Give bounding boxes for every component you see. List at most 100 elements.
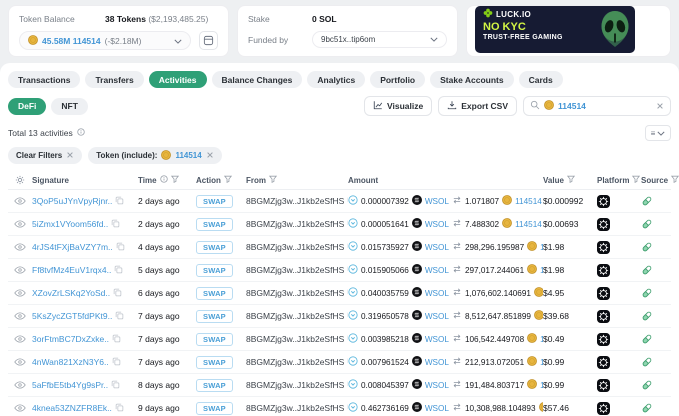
info-icon[interactable] [159, 175, 168, 185]
column-settings-icon[interactable] [8, 175, 32, 185]
signature-link[interactable]: 5iZmx1VYoom56fd.. [32, 219, 109, 229]
source-pill-icon[interactable] [641, 402, 671, 414]
direction-icon[interactable] [348, 379, 358, 391]
swap-badge[interactable]: SWAP [196, 286, 233, 300]
from-address-link[interactable]: 8BGMZjg3w..J1kb2eSfHS [246, 265, 345, 275]
direction-icon[interactable] [348, 402, 358, 414]
copy-icon[interactable] [111, 380, 120, 391]
swap-badge[interactable]: SWAP [196, 309, 233, 323]
close-icon[interactable] [206, 151, 214, 161]
platform-icon[interactable] [597, 309, 641, 323]
close-icon[interactable] [66, 151, 74, 161]
token-select[interactable]: 45.58M 114514 (-$2.18M) [19, 31, 191, 50]
subtab-nft[interactable]: NFT [51, 97, 88, 115]
signature-link[interactable]: 3QoP5uJYnVpyRjnr.. [32, 196, 113, 206]
platform-icon[interactable] [597, 355, 641, 369]
export-csv-button[interactable]: Export CSV [438, 96, 517, 116]
ad-banner[interactable]: LUCK.IO NO KYC TRUST-FREE GAMING [475, 6, 635, 53]
direction-icon[interactable] [348, 241, 358, 253]
copy-icon[interactable] [112, 357, 121, 368]
signature-link[interactable]: 4nWan821XzN3Y6.. [32, 357, 109, 367]
platform-icon[interactable] [597, 401, 641, 415]
token-in-link[interactable]: WSOL [424, 219, 449, 229]
token-in-link[interactable]: WSOL [424, 242, 449, 252]
swap-badge[interactable]: SWAP [196, 355, 233, 369]
filter-icon[interactable] [223, 175, 232, 185]
signature-link[interactable]: 5KsZycZGT5fdPKt9.. [32, 311, 113, 321]
signature-link[interactable]: 3orFtmBC7DxZxke.. [32, 334, 109, 344]
subtab-defi[interactable]: DeFi [8, 97, 47, 115]
copy-icon[interactable] [112, 334, 121, 345]
tab-analytics[interactable]: Analytics [307, 71, 366, 88]
direction-icon[interactable] [348, 333, 358, 345]
token-in-link[interactable]: WSOL [424, 334, 449, 344]
tab-balance-changes[interactable]: Balance Changes [211, 71, 303, 88]
platform-icon[interactable] [597, 263, 641, 277]
source-pill-icon[interactable] [641, 195, 671, 207]
copy-icon[interactable] [116, 242, 125, 253]
source-pill-icon[interactable] [641, 218, 671, 230]
platform-icon[interactable] [597, 217, 641, 231]
signature-link[interactable]: 4rJS4tFXjBaVZY7m.. [32, 242, 113, 252]
platform-icon[interactable] [597, 286, 641, 300]
from-address-link[interactable]: 8BGMZjg3w..J1kb2eSfHS [246, 242, 345, 252]
copy-icon[interactable] [111, 219, 120, 230]
preview-eye-icon[interactable] [8, 266, 32, 274]
filter-icon[interactable] [170, 175, 179, 185]
preview-eye-icon[interactable] [8, 197, 32, 205]
signature-link[interactable]: XZovZrLSKq2YoSd.. [32, 288, 111, 298]
preview-eye-icon[interactable] [8, 243, 32, 251]
filter-icon[interactable] [671, 175, 679, 185]
platform-icon[interactable] [597, 240, 641, 254]
source-pill-icon[interactable] [641, 310, 671, 322]
direction-icon[interactable] [348, 218, 358, 230]
token-out-link[interactable]: 114514 [515, 196, 542, 206]
swap-badge[interactable]: SWAP [196, 332, 233, 346]
token-out-link[interactable]: 114514 [540, 242, 543, 252]
info-icon[interactable] [77, 128, 85, 138]
token-filter-chip[interactable]: Token (include): 114514 [88, 147, 222, 164]
direction-icon[interactable] [348, 195, 358, 207]
token-out-link[interactable]: 114514 [540, 334, 543, 344]
preview-eye-icon[interactable] [8, 381, 32, 389]
search-input[interactable]: 114514 [523, 96, 671, 116]
token-in-link[interactable]: WSOL [424, 265, 449, 275]
tab-cards[interactable]: Cards [518, 71, 563, 88]
source-pill-icon[interactable] [641, 356, 671, 368]
tab-stake-accounts[interactable]: Stake Accounts [430, 71, 514, 88]
platform-icon[interactable] [597, 378, 641, 392]
token-out-link[interactable]: 114514 [515, 219, 542, 229]
from-address-link[interactable]: 8BGMZjg3w..J1kb2eSfHS [246, 334, 345, 344]
token-in-link[interactable]: WSOL [424, 288, 449, 298]
visualize-button[interactable]: Visualize [364, 96, 433, 116]
copy-icon[interactable] [115, 403, 124, 414]
token-out-link[interactable]: 114514 [540, 357, 543, 367]
portfolio-button[interactable] [199, 31, 218, 50]
copy-icon[interactable] [114, 265, 123, 276]
copy-icon[interactable] [113, 288, 122, 299]
from-address-link[interactable]: 8BGMZjg3w..J1kb2eSfHS [246, 219, 345, 229]
signature-link[interactable]: Ff8tvfMz4EuV1rqx4.. [32, 265, 112, 275]
preview-eye-icon[interactable] [8, 220, 32, 228]
token-out-link[interactable]: 114514 [540, 380, 543, 390]
from-address-link[interactable]: 8BGMZjg3w..J1kb2eSfHS [246, 380, 345, 390]
platform-icon[interactable] [597, 332, 641, 346]
tab-portfolio[interactable]: Portfolio [370, 71, 426, 88]
swap-badge[interactable]: SWAP [196, 401, 233, 415]
source-pill-icon[interactable] [641, 333, 671, 345]
token-in-link[interactable]: WSOL [424, 357, 449, 367]
source-pill-icon[interactable] [641, 379, 671, 391]
direction-icon[interactable] [348, 310, 358, 322]
swap-badge[interactable]: SWAP [196, 240, 233, 254]
signature-link[interactable]: 5aFfbE5tb4Yg9sPr.. [32, 380, 109, 390]
source-pill-icon[interactable] [641, 241, 671, 253]
preview-eye-icon[interactable] [8, 335, 32, 343]
tab-activities[interactable]: Activities [148, 71, 207, 88]
token-in-link[interactable]: WSOL [424, 380, 449, 390]
from-address-link[interactable]: 8BGMZjg3w..J1kb2eSfHS [246, 311, 345, 321]
copy-icon[interactable] [115, 196, 124, 207]
from-address-link[interactable]: 8BGMZjg3w..J1kb2eSfHS [246, 196, 345, 206]
token-in-link[interactable]: WSOL [424, 196, 449, 206]
display-options-button[interactable]: ≡ [645, 125, 671, 141]
copy-icon[interactable] [115, 311, 124, 322]
